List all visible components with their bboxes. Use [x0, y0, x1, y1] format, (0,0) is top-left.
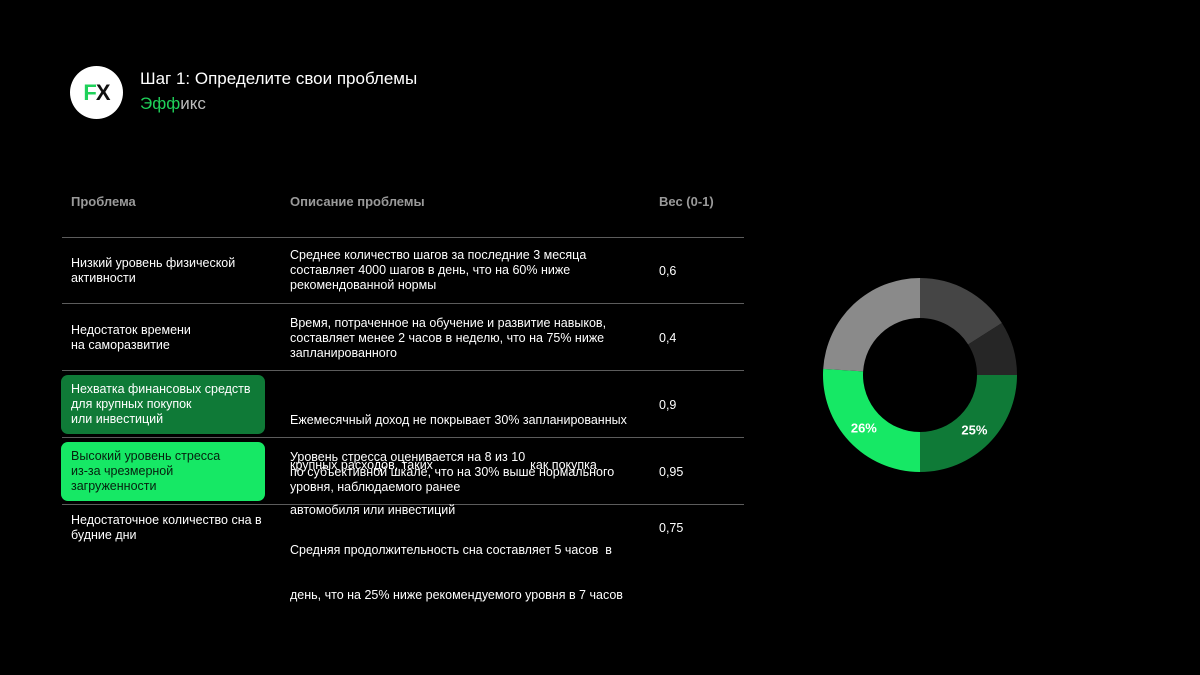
cell-line: активности [71, 271, 136, 285]
table-row-problem: Недостаток времени на саморазвитие [71, 323, 276, 353]
cell-line: Время, потраченное на обучение и развити… [290, 316, 607, 330]
brand-name-rest: икс [180, 94, 206, 113]
cell-line: Низкий уровень физической [71, 256, 236, 270]
donut-slice-1 [920, 278, 1002, 345]
row-highlight-light [61, 442, 265, 501]
table-row-description: Среднее количество шагов за последние 3 … [290, 248, 650, 293]
table-row-description: Средняя продолжительность сна составляет… [290, 513, 650, 618]
table-row-problem: Недостаточное количество сна в будние дн… [71, 513, 276, 543]
donut-slice-label: 26% [851, 421, 877, 436]
cell-line: на саморазвитие [71, 338, 170, 352]
cell-line: составляет менее 2 часов в неделю, что н… [290, 331, 605, 345]
row-highlight-dark [61, 375, 265, 434]
table-row-weight: 0,95 [659, 465, 684, 479]
table-row-weight: 0,4 [659, 331, 677, 345]
table-row-weight: 0,75 [659, 521, 684, 535]
donut-slice-label: 25% [961, 422, 987, 437]
table-row-problem: Высокий уровень стресса из-за чрезмерной… [71, 449, 276, 494]
donut-slice-3 [920, 375, 1017, 472]
cell-line: автомобиля или инвестиций [290, 503, 456, 517]
cell-line: Уровень стресса оценивается на 8 из 10 [290, 450, 526, 464]
cell-line: уровня, наблюдаемого ранее [290, 480, 461, 494]
cell-line: из-за чрезмерной [71, 464, 174, 478]
table-row-description: Уровень стресса оценивается на 8 из 10 п… [290, 450, 650, 495]
table-divider [62, 303, 744, 304]
table-row-weight: 0,9 [659, 398, 677, 412]
table-divider [62, 437, 744, 438]
cell-line: Среднее количество шагов за последние 3 … [290, 248, 587, 262]
cell-line: составляет 4000 шагов в день, что на 60%… [290, 263, 571, 277]
table-row-description: Ежемесячный доход не покрывает 30% запла… [290, 383, 650, 533]
donut-slice-2 [968, 323, 1017, 375]
column-header-problem: Проблема [71, 194, 136, 209]
cell-line: Средняя продолжительность сна составляет… [290, 543, 612, 557]
cell-line: Нехватка финансовых средств [71, 382, 251, 396]
cell-line: рекомендованной нормы [290, 278, 437, 292]
table-row-problem: Низкий уровень физической активности [71, 256, 276, 286]
donut-slice-4 [823, 368, 920, 472]
donut-slice-5 [823, 278, 920, 372]
page-title: Шаг 1: Определите свои проблемы [140, 69, 418, 88]
cell-line: по субъективной шкале, что на 30% выше н… [290, 465, 615, 479]
cell-line: Ежемесячный доход не покрывает 30% запла… [290, 413, 627, 427]
column-header-description: Описание проблемы [290, 194, 425, 209]
column-header-weight: Вес (0-1) [659, 194, 714, 209]
donut-chart: 25% 26% [823, 278, 1017, 472]
cell-line: для крупных покупок [71, 397, 192, 411]
table-divider [62, 504, 744, 505]
cell-line: Недостаток времени [71, 323, 191, 337]
logo-letter-f: F [83, 79, 96, 105]
cell-line: или инвестиций [71, 412, 164, 426]
brand-name-accent: Эфф [140, 94, 181, 113]
cell-line: день, что на 25% ниже рекомендуемого уро… [290, 588, 623, 602]
table-divider [62, 237, 744, 238]
table-row-description: Время, потраченное на обучение и развити… [290, 316, 650, 361]
cell-line: загруженности [71, 479, 157, 493]
cell-line: Высокий уровень стресса [71, 449, 221, 463]
logo-letter-x: X [95, 79, 111, 105]
brand-name: Эффикс [140, 94, 206, 114]
table-divider [62, 370, 744, 371]
cell-line: Недостаточное количество сна в [71, 513, 262, 527]
table-row-problem: Нехватка финансовых средств для крупных … [71, 382, 276, 427]
cell-line: будние дни [71, 528, 137, 542]
cell-line: запланированного [290, 346, 397, 360]
table-row-weight: 0,6 [659, 264, 677, 278]
cell-line: крупных расходов, таких как покупка [290, 458, 597, 472]
